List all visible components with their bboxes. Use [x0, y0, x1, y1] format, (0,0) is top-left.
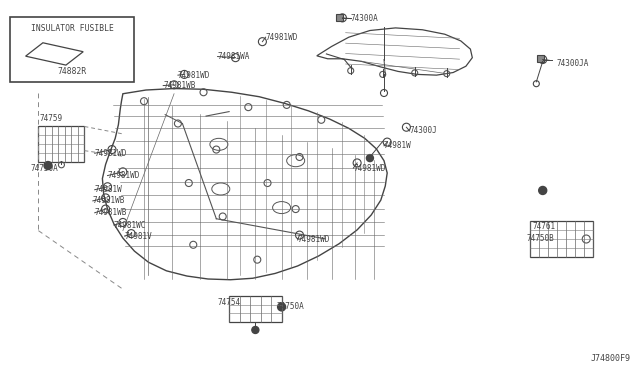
Text: INSULATOR FUSIBLE: INSULATOR FUSIBLE	[31, 24, 113, 33]
Text: 74981WD: 74981WD	[353, 164, 386, 173]
Circle shape	[252, 327, 259, 333]
Bar	[38, 126, 84, 162]
Bar	[530, 221, 593, 257]
Text: 74750A: 74750A	[276, 302, 304, 311]
Circle shape	[44, 161, 52, 170]
Text: 74981W: 74981W	[384, 141, 412, 150]
Text: 74750B: 74750B	[526, 234, 554, 243]
Bar	[10, 17, 134, 82]
Text: 74750A: 74750A	[31, 164, 58, 173]
Text: 74759: 74759	[40, 114, 63, 123]
Text: 74981WA: 74981WA	[218, 52, 250, 61]
Circle shape	[539, 186, 547, 195]
Text: 74300JA: 74300JA	[557, 59, 589, 68]
Bar	[538, 55, 544, 62]
Text: J74800F9: J74800F9	[590, 354, 630, 363]
Text: 74981WD: 74981WD	[95, 149, 127, 158]
Circle shape	[278, 303, 285, 311]
Text: 74761: 74761	[532, 222, 556, 231]
Bar	[229, 296, 282, 322]
Text: 74754: 74754	[218, 298, 241, 307]
Text: 74981WD: 74981WD	[266, 33, 298, 42]
Text: 74981WB: 74981WB	[93, 196, 125, 205]
Text: 74300A: 74300A	[351, 14, 378, 23]
Text: 74300J: 74300J	[410, 126, 437, 135]
Text: 74981WD: 74981WD	[298, 235, 330, 244]
Text: 74981WB: 74981WB	[95, 208, 127, 217]
Bar	[336, 14, 342, 21]
Text: 74981WB: 74981WB	[163, 81, 196, 90]
Text: 74981W: 74981W	[95, 185, 122, 194]
Text: 74981WD: 74981WD	[178, 71, 211, 80]
Circle shape	[367, 155, 373, 161]
Text: 74981WC: 74981WC	[114, 221, 147, 230]
Text: 74882R: 74882R	[58, 67, 86, 76]
Text: 74981V: 74981V	[125, 232, 152, 241]
Text: 74981WD: 74981WD	[108, 171, 140, 180]
